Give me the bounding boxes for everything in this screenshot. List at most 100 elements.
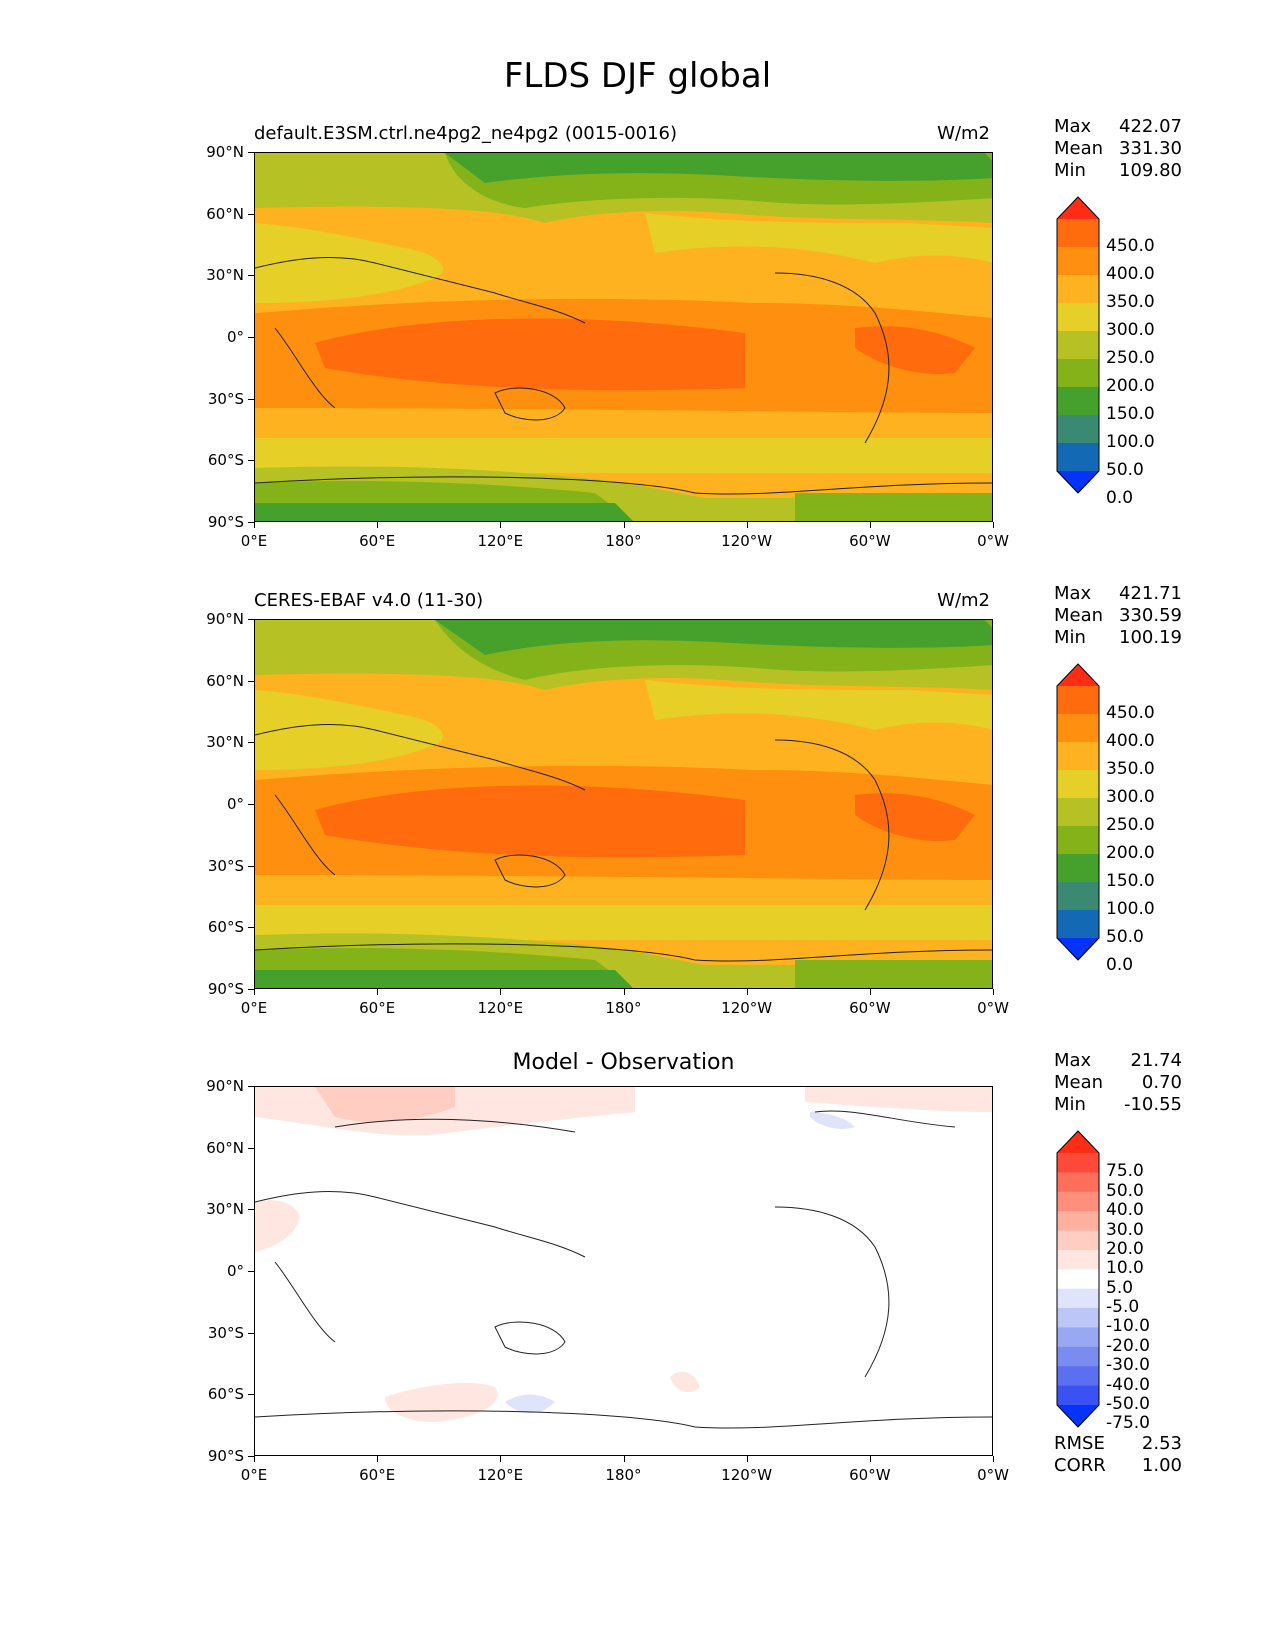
x-tick-label: 0°E — [240, 1466, 268, 1484]
colorbar-segment — [1057, 1346, 1099, 1367]
stat-value: 100.19 — [1119, 627, 1182, 648]
colorbar-tick-label: 50.0 — [1106, 1180, 1144, 1201]
colorbar-3 — [1056, 1130, 1100, 1428]
corr-label: CORR — [1054, 1455, 1106, 1476]
colorbar-segment — [1057, 275, 1099, 304]
x-tick-label: 120°E — [477, 1466, 524, 1484]
y-tick-mark — [248, 1086, 254, 1087]
y-tick-mark — [248, 619, 254, 620]
colorbar-tick-label: -50.0 — [1106, 1394, 1150, 1414]
colorbar-segment — [1057, 798, 1099, 827]
colorbar-segment — [1057, 1269, 1099, 1290]
colorbar-tick-label: 0.0 — [1106, 488, 1134, 508]
y-tick-label: 30°N — [206, 266, 244, 285]
stat-label: Mean — [1054, 605, 1104, 626]
x-tick-label: 60°W — [849, 999, 891, 1017]
colorbar-tick-label: 250.0 — [1106, 348, 1155, 368]
colorbar-segment — [1057, 1366, 1099, 1387]
colorbar-segment — [1057, 1211, 1099, 1232]
stat-label: Max — [1054, 1050, 1092, 1071]
colorbar-tick-label: 100.0 — [1106, 899, 1155, 919]
y-tick-label: 60°S — [207, 918, 244, 937]
y-tick-label: 60°S — [207, 1385, 244, 1404]
panel3-title: Model - Observation — [512, 1050, 735, 1075]
colorbar-segment — [1057, 1327, 1099, 1348]
y-tick-mark — [248, 152, 254, 153]
panel1-stats: Max 422.07 Mean 331.30 Min 109.80 — [1054, 116, 1182, 182]
x-tick-mark — [746, 989, 748, 995]
stat-label: Min — [1054, 160, 1086, 181]
y-tick-label: 30°S — [207, 1323, 244, 1342]
colorbar-segment — [1057, 1153, 1099, 1173]
x-tick-mark — [377, 1456, 379, 1462]
panel3-field — [255, 1087, 992, 1455]
stat-label: Max — [1054, 116, 1092, 137]
x-tick-label: 60°E — [359, 999, 396, 1017]
y-tick-label: 30°S — [207, 389, 244, 408]
x-tick-label: 120°W — [721, 999, 773, 1017]
x-tick-mark — [623, 989, 625, 995]
x-tick-mark — [746, 522, 748, 528]
colorbar-tick-label: -75.0 — [1106, 1413, 1150, 1434]
panel1-map — [254, 152, 993, 522]
colorbar-segment — [1057, 1172, 1099, 1193]
stat-label: Mean — [1054, 138, 1104, 159]
colorbar-extend-max — [1057, 197, 1099, 219]
stat-value: 109.80 — [1119, 160, 1182, 181]
colorbar-tick-label: 300.0 — [1106, 320, 1155, 340]
colorbar-tick-label: -10.0 — [1106, 1316, 1150, 1337]
y-tick-label: 60°N — [206, 1138, 244, 1157]
colorbar-tick-label: 350.0 — [1106, 759, 1155, 779]
stat-label: Max — [1054, 583, 1092, 604]
x-tick-mark — [377, 522, 379, 528]
y-tick-mark — [248, 398, 254, 400]
colorbar-1 — [1056, 196, 1100, 494]
y-tick-label: 90°N — [206, 143, 244, 161]
colorbar-tick-label: 40.0 — [1106, 1200, 1144, 1221]
colorbar-segment — [1057, 1385, 1099, 1406]
colorbar-extend-min — [1057, 1405, 1099, 1427]
x-tick-mark — [993, 989, 994, 995]
colorbar-segment — [1057, 415, 1099, 444]
colorbar-tick-label: 350.0 — [1106, 292, 1155, 312]
x-tick-label: 120°E — [477, 999, 524, 1017]
colorbar-segment — [1057, 1288, 1099, 1309]
y-tick-label: 30°N — [206, 1200, 244, 1219]
x-tick-mark — [254, 1456, 255, 1462]
y-tick-mark — [248, 989, 254, 990]
x-tick-mark — [500, 1456, 502, 1462]
x-tick-mark — [254, 522, 255, 528]
corr-value: 1.00 — [1141, 1455, 1182, 1476]
colorbar-tick-label: 450.0 — [1106, 236, 1155, 256]
x-tick-label: 60°E — [359, 532, 396, 550]
panel2-map — [254, 619, 993, 989]
colorbar-segment — [1057, 303, 1099, 332]
colorbar-outline — [1056, 196, 1100, 494]
colorbar-tick-label: 450.0 — [1106, 703, 1155, 723]
panel2-title: CERES-EBAF v4.0 (11-30) — [254, 590, 484, 611]
panel2-stats: Max 421.71 Mean 330.59 Min 100.19 — [1054, 583, 1182, 649]
y-tick-label: 0° — [226, 328, 244, 346]
colorbar-segment — [1057, 359, 1099, 388]
x-tick-label: 180° — [605, 532, 642, 550]
colorbar-tick-label: 200.0 — [1106, 376, 1155, 396]
colorbar-segment — [1057, 854, 1099, 883]
colorbar-segment — [1057, 387, 1099, 416]
x-tick-label: 60°E — [359, 1466, 396, 1484]
y-tick-label: 60°N — [206, 671, 244, 690]
panel1-title: default.E3SM.ctrl.ne4pg2_ne4pg2 (0015-00… — [254, 123, 677, 144]
colorbar-segment — [1057, 714, 1099, 743]
colorbar-segment — [1057, 742, 1099, 771]
stat-value: 21.74 — [1130, 1050, 1182, 1071]
x-tick-mark — [746, 1456, 748, 1462]
colorbar-segment — [1057, 219, 1099, 248]
colorbar-segment — [1057, 1230, 1099, 1251]
panel2-field — [255, 620, 992, 988]
figure-title: FLDS DJF global — [503, 56, 772, 96]
colorbar-tick-label: 30.0 — [1106, 1219, 1144, 1240]
colorbar-segment — [1057, 910, 1099, 939]
colorbar-segment — [1057, 1191, 1099, 1212]
colorbar-outline — [1056, 1130, 1100, 1428]
colorbar-tick-label: 75.0 — [1106, 1161, 1144, 1182]
stat-label: Min — [1054, 1094, 1086, 1115]
